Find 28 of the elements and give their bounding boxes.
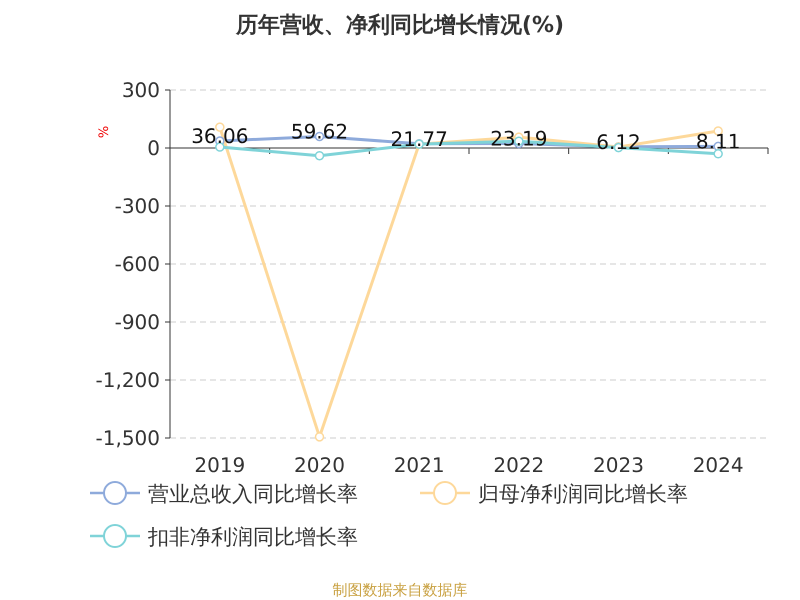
data-label: 36.06 bbox=[191, 124, 248, 148]
y-tick-label: -900 bbox=[114, 310, 160, 334]
y-tick-label: -600 bbox=[114, 252, 160, 276]
x-tick-label: 2023 bbox=[593, 453, 644, 477]
x-tick-label: 2019 bbox=[194, 453, 246, 477]
data-label: 23.19 bbox=[490, 126, 548, 151]
y-tick-label: 0 bbox=[147, 136, 160, 160]
y-tick-label: 300 bbox=[122, 78, 160, 102]
y-tick-label: -1,200 bbox=[96, 368, 160, 392]
legend-label: 归母净利润同比增长率 bbox=[478, 482, 688, 506]
y-axis-title: % bbox=[97, 126, 112, 138]
legend-label: 扣非净利润同比增长率 bbox=[147, 525, 358, 549]
x-tick-label: 2022 bbox=[493, 453, 544, 477]
point bbox=[314, 432, 324, 442]
data-label: 59.62 bbox=[290, 119, 348, 144]
data-label: 8.11 bbox=[696, 129, 740, 154]
y-tick-label: -300 bbox=[114, 194, 160, 218]
data-label: 6.12 bbox=[596, 130, 641, 154]
x-tick-label: 2021 bbox=[394, 453, 445, 477]
text: 制图数据来自数据库 bbox=[332, 581, 468, 599]
x-tick-label: 2020 bbox=[294, 453, 345, 477]
point bbox=[314, 150, 324, 160]
y-tick-label: -1,500 bbox=[96, 426, 160, 450]
legend-label: 营业总收入同比增长率 bbox=[148, 482, 358, 506]
x-tick-label: 2024 bbox=[692, 453, 744, 477]
data-label: 21.77 bbox=[390, 126, 448, 151]
point bbox=[713, 149, 723, 159]
chart-title: 历年营收、净利同比增长情况(%) bbox=[234, 13, 564, 38]
